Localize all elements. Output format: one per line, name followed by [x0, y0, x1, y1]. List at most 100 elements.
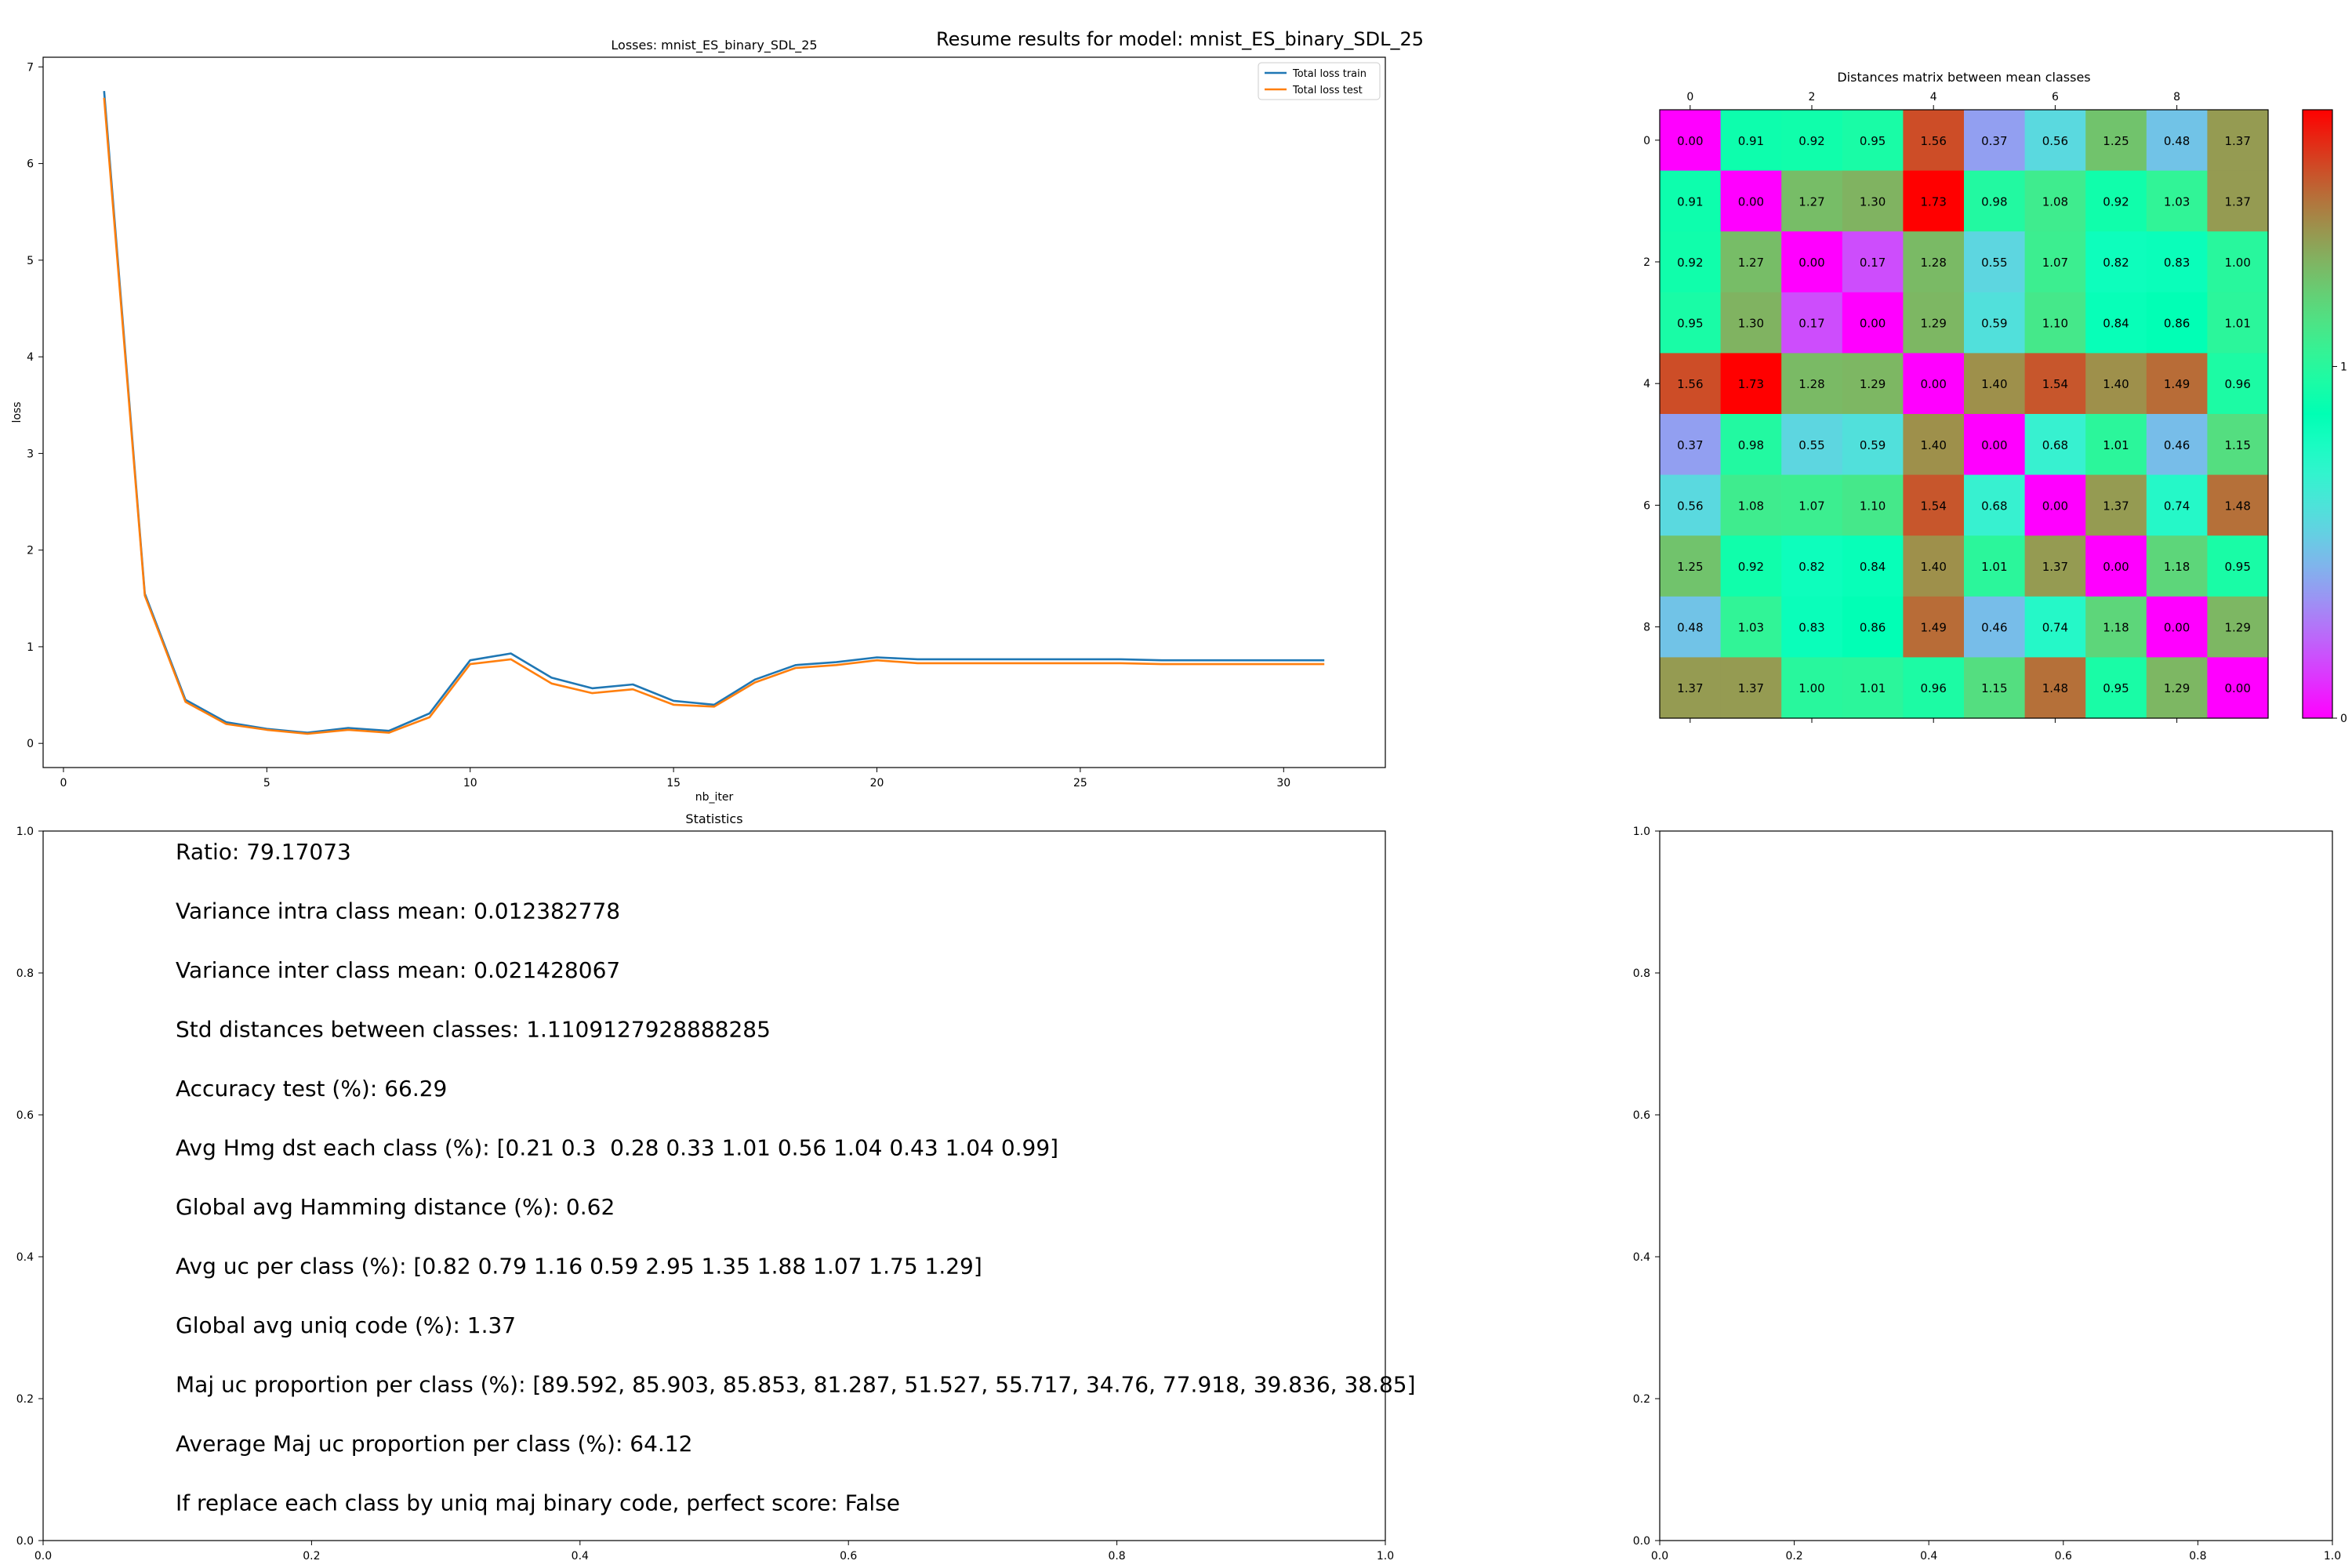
loss-x-tick-label: 0	[60, 777, 67, 789]
heatmap-cell-label: 1.28	[1920, 256, 1946, 270]
heatmap-cell-label: 1.01	[1981, 560, 2007, 574]
heatmap-cell-label: 0.96	[2224, 377, 2250, 391]
loss-x-tick-label: 5	[263, 777, 270, 789]
heatmap-cell-label: 0.68	[1981, 499, 2007, 513]
heatmap-cell-label: 1.54	[1920, 499, 1946, 513]
heatmap-cell	[1842, 110, 1904, 172]
heatmap-cell-label: 0.59	[1981, 317, 2007, 331]
heatmap-x-tick-label: 4	[1930, 91, 1937, 103]
heatmap-cell-label: 1.49	[1920, 621, 1946, 635]
heatmap-cell	[1660, 231, 1722, 293]
heatmap-cell-label: 0.82	[2103, 256, 2129, 270]
heatmap-cell-label: 1.56	[1920, 134, 1946, 148]
heatmap-cell	[2146, 170, 2208, 232]
statistics-line: Variance intra class mean: 0.012382778	[176, 898, 620, 924]
empty-axes-panel: 0.0 0.2 0.4 0.6 0.8 1.0 0.0 0.2 0.4 0.6 0.8 1.0	[1633, 826, 2341, 1563]
heatmap-cell	[1781, 414, 1843, 476]
heatmap-cell-label: 0.46	[2164, 438, 2190, 452]
heatmap-cell	[2207, 535, 2269, 597]
heatmap-cell	[2207, 474, 2269, 536]
heatmap-cell	[2146, 414, 2208, 476]
statistics-line: Variance inter class mean: 0.021428067	[176, 957, 620, 983]
loss-chart-title: Losses: mnist_ES_binary_SDL_25	[611, 38, 817, 53]
heatmap-cell-label: 1.01	[2103, 438, 2129, 452]
heatmap-cell	[1964, 657, 2026, 719]
statistics-axes-frame	[42, 830, 1386, 1541]
heatmap-cell	[1781, 535, 1843, 597]
heatmap-cell-label: 1.01	[1860, 681, 1886, 695]
statistics-line: Average Maj uc proportion per class (%):…	[176, 1431, 692, 1457]
heatmap-cell	[2207, 231, 2269, 293]
heatmap-cell-label: 0.86	[1860, 621, 1886, 635]
heatmap-cell-label: 1.08	[2042, 194, 2068, 209]
heatmap-cell-label: 1.15	[1981, 681, 2007, 695]
statistics-x-tick-label: 0.2	[303, 1550, 320, 1563]
heatmap-cell-label: 1.48	[2042, 681, 2068, 695]
heatmap-cell	[1903, 292, 1965, 354]
heatmap-cell-label: 0.82	[1798, 560, 1824, 574]
statistics-x-tick-label: 0.6	[840, 1550, 857, 1563]
heatmap-cell	[2024, 414, 2086, 476]
heatmap-cell-label: 0.92	[1738, 560, 1764, 574]
heatmap-cell	[1781, 596, 1843, 658]
heatmap-cell-label: 0.00	[1920, 377, 1946, 391]
heatmap-cell	[2024, 170, 2086, 232]
loss-x-tick-label: 15	[666, 777, 681, 789]
heatmap-x-tick-label: 2	[1809, 91, 1816, 103]
heatmap-cell	[1964, 414, 2026, 476]
heatmap-cell	[1720, 414, 1782, 476]
heatmap-cell-label: 1.15	[2224, 438, 2250, 452]
loss-legend-label: Total loss test	[1292, 85, 1363, 96]
statistics-y-tick-label: 0.0	[16, 1535, 34, 1548]
heatmap-cell-label: 1.40	[2103, 377, 2129, 391]
heatmap-cell	[2085, 110, 2147, 172]
heatmap-cell	[2024, 231, 2086, 293]
heatmap-cell	[1781, 292, 1843, 354]
heatmap-cell-label: 1.00	[2224, 256, 2250, 270]
heatmap-cell-label: 0.17	[1860, 256, 1886, 270]
heatmap-cell-label: 0.48	[1677, 621, 1703, 635]
heatmap-cell	[1720, 657, 1782, 719]
heatmap-cell-label: 1.10	[1860, 499, 1886, 513]
heatmap-cell	[1903, 596, 1965, 658]
statistics-y-tick-label: 0.4	[16, 1251, 34, 1264]
heatmap-cell-label: 1.40	[1981, 377, 2007, 391]
heatmap-cell	[2146, 535, 2208, 597]
statistics-panel: Statistics 0.0 0.2 0.4 0.6 0.8 1.0 0.0 0.2 0.4 0.6…	[16, 811, 1416, 1563]
heatmap-cell-label: 0.00	[1860, 317, 1886, 331]
heatmap-cell-label: 1.18	[2103, 621, 2129, 635]
statistics-y-tick-label: 0.6	[16, 1109, 34, 1122]
heatmap-cell	[2085, 596, 2147, 658]
loss-x-tick-label: 30	[1276, 777, 1290, 789]
heatmap-x-tick-label: 0	[1686, 91, 1693, 103]
loss-y-tick-label: 0	[27, 738, 34, 750]
heatmap-cell-label: 1.18	[2164, 560, 2190, 574]
statistics-x-tick-label: 1.0	[1377, 1550, 1394, 1563]
heatmap-cell	[2207, 110, 2269, 172]
heatmap-cell-label: 1.48	[2224, 499, 2250, 513]
heatmap-cell	[1842, 474, 1904, 536]
heatmap-cell	[2146, 596, 2208, 658]
heatmap-cell-label: 0.59	[1860, 438, 1886, 452]
loss-x-tick-label: 25	[1073, 777, 1087, 789]
heatmap-cell-label: 1.37	[1738, 681, 1764, 695]
heatmap-cell-label: 0.00	[1798, 256, 1824, 270]
statistics-line: Maj uc proportion per class (%): [89.592…	[176, 1372, 1416, 1398]
heatmap-cell	[1720, 535, 1782, 597]
heatmap-cell	[2146, 353, 2208, 415]
loss-y-tick-label: 5	[27, 255, 34, 267]
heatmap-cell	[1842, 231, 1904, 293]
heatmap-cell	[1720, 292, 1782, 354]
heatmap-cell-label: 0.17	[1798, 317, 1824, 331]
heatmap-cell-label: 0.95	[2224, 560, 2250, 574]
heatmap-cell	[1903, 414, 1965, 476]
heatmap-cell	[2207, 657, 2269, 719]
heatmap-cell-label: 1.73	[1738, 377, 1764, 391]
colorbar	[2302, 109, 2333, 719]
heatmap-cell	[1964, 596, 2026, 658]
heatmap-cell	[1720, 231, 1782, 293]
heatmap-cell	[1842, 657, 1904, 719]
empty-panel-x-tick-label: 0.4	[1920, 1550, 1937, 1563]
figure-suptitle: Resume results for model: mnist_ES_binar…	[936, 28, 1424, 50]
